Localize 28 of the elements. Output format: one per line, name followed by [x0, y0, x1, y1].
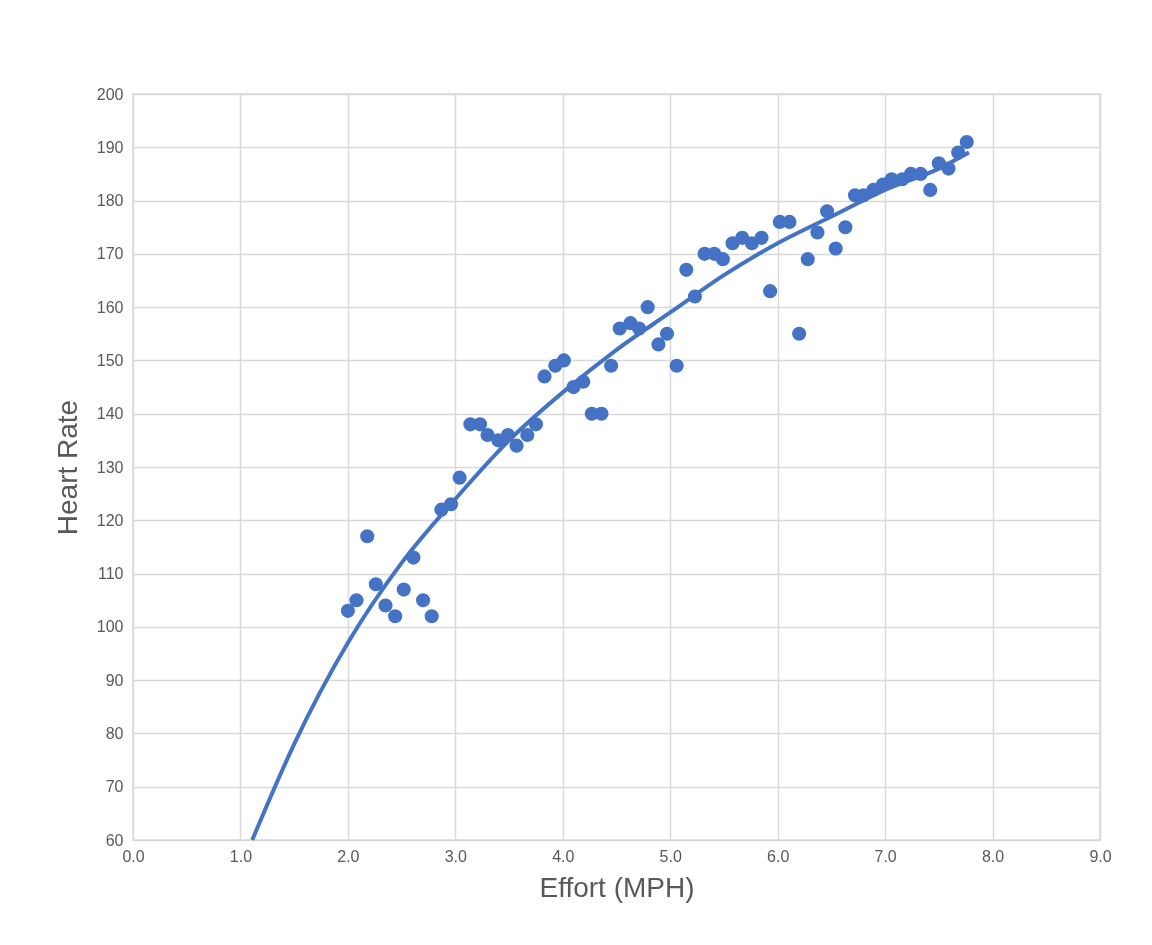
y-tick-label: 60 [105, 831, 124, 849]
y-tick-label: 120 [96, 511, 124, 529]
y-tick-label: 90 [105, 671, 124, 689]
y-tick-label: 180 [96, 192, 124, 210]
x-tick-label: 6.0 [767, 847, 790, 865]
y-tick-label: 200 [96, 85, 124, 103]
y-tick-label: 160 [96, 298, 124, 316]
y-tick-label: 170 [96, 245, 124, 263]
y-tick-label: 140 [96, 405, 124, 423]
y-tick-label: 150 [96, 351, 124, 369]
y-tick-label: 100 [96, 618, 124, 636]
y-axis-title: Heart Rate [51, 399, 83, 536]
x-tick-label: 4.0 [552, 847, 575, 865]
x-tick-label: 3.0 [444, 847, 468, 865]
y-tick-label: 70 [105, 778, 124, 796]
line-series [250, 150, 971, 842]
x-tick-label: 7.0 [874, 847, 897, 865]
x-tick-label: 0.0 [122, 847, 145, 865]
x-axis-title: Effort (MPH) [539, 871, 695, 903]
x-tick-label: 2.0 [337, 847, 360, 865]
x-tick-label: 5.0 [659, 847, 682, 865]
x-tick-label: 9.0 [1089, 847, 1112, 865]
y-tick-label: 190 [96, 138, 124, 156]
y-tick-label: 80 [105, 724, 124, 742]
x-tick-label: 1.0 [229, 847, 253, 865]
y-tick-label: 110 [97, 565, 124, 583]
y-tick-label: 130 [96, 458, 124, 476]
x-tick-label: 8.0 [981, 847, 1005, 865]
